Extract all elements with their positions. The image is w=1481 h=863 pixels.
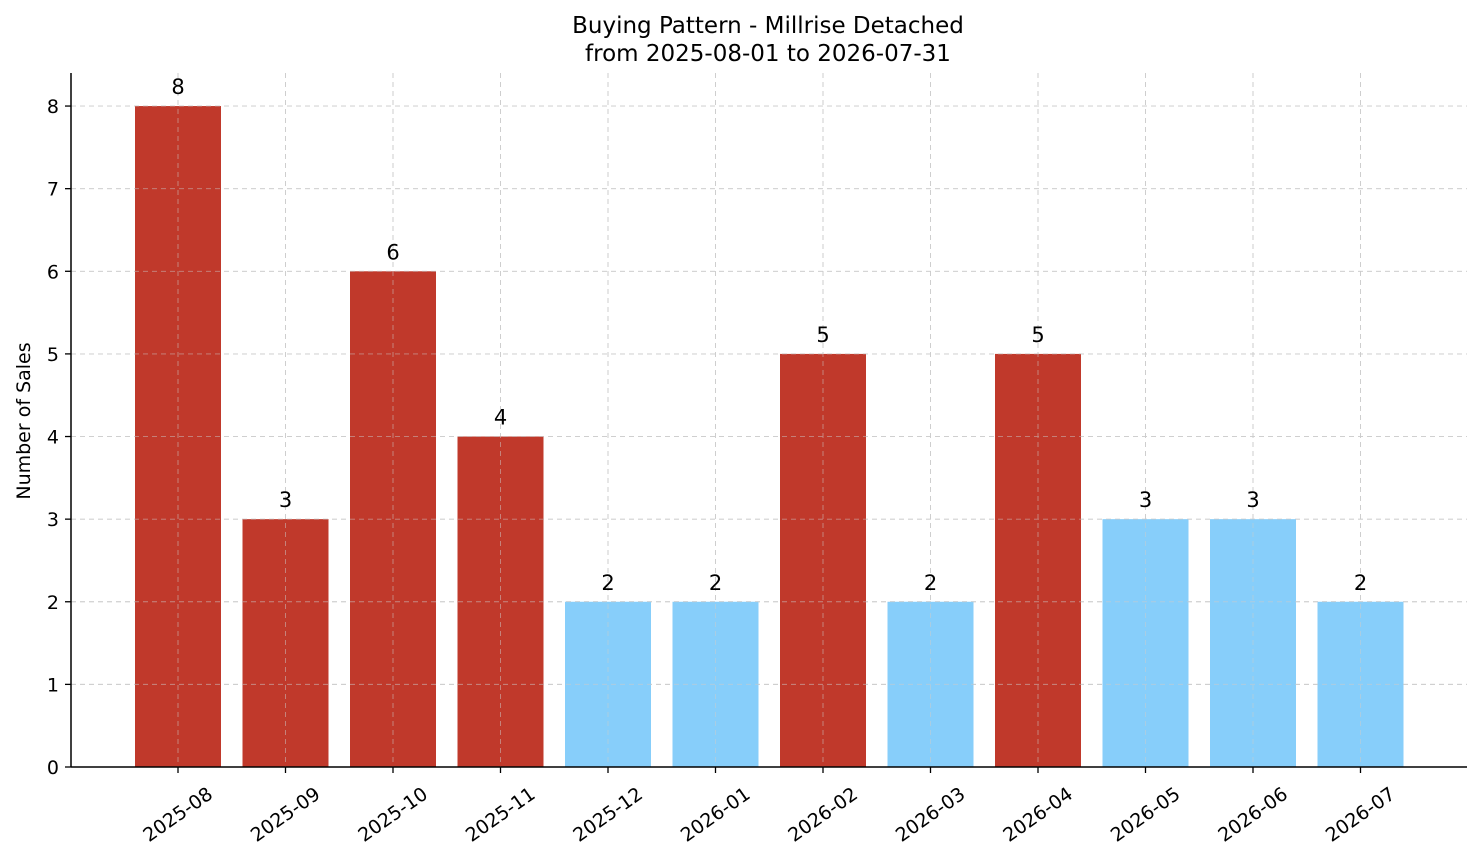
x-tick-label: 2025-11: [462, 783, 540, 847]
x-tick-label: 2025-09: [247, 783, 325, 847]
y-tick-label: 7: [47, 179, 59, 201]
data-label-2026-02: 5: [816, 323, 829, 347]
x-tick-label: 2026-07: [1322, 783, 1400, 847]
data-label-2026-01: 2: [709, 571, 722, 595]
x-tick-label: 2026-02: [784, 783, 862, 847]
y-tick-label: 1: [47, 674, 59, 696]
x-tick-label: 2026-06: [1214, 783, 1292, 847]
data-label-2026-03: 2: [924, 571, 937, 595]
chart-subtitle: from 2025-08-01 to 2026-07-31: [585, 41, 951, 67]
x-tick-label: 2026-04: [999, 783, 1077, 847]
y-tick-label: 6: [47, 261, 59, 283]
data-label-layer: 8 3 6 4 2 2 5 2 5 3 3 2: [171, 75, 1367, 595]
x-tick-label: 2026-03: [892, 783, 970, 847]
chart-title: Buying Pattern - Millrise Detached: [572, 13, 964, 39]
x-tick-label: 2026-01: [677, 783, 755, 847]
y-tick-label: 5: [47, 344, 59, 366]
x-tick-label: 2026-05: [1107, 783, 1185, 847]
y-tick-label: 8: [47, 96, 59, 118]
data-label-2025-12: 2: [601, 571, 614, 595]
data-label-2026-07: 2: [1354, 571, 1367, 595]
y-axis-label: Number of Sales: [13, 342, 35, 499]
x-tick-label: 2025-12: [569, 783, 647, 847]
x-tick-label: 2025-10: [354, 783, 432, 847]
x-tick-label: 2025-08: [139, 783, 217, 847]
data-label-2025-11: 4: [494, 406, 507, 430]
data-label-2025-09: 3: [279, 488, 292, 512]
data-label-2026-04: 5: [1031, 323, 1044, 347]
data-label-2025-10: 6: [386, 240, 399, 264]
data-label-2025-08: 8: [171, 75, 184, 99]
y-tick-label: 2: [47, 592, 59, 614]
y-tick-label: 0: [47, 757, 59, 779]
y-tick-label: 3: [47, 509, 59, 531]
data-label-2026-05: 3: [1139, 488, 1152, 512]
bar-layer: [135, 106, 1404, 768]
y-tick-label: 4: [47, 427, 59, 449]
data-label-2026-06: 3: [1246, 488, 1259, 512]
